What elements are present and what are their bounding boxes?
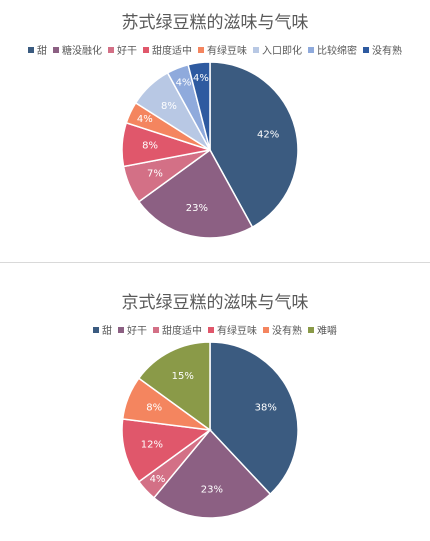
pie-slice [121,418,212,483]
legend-item: 难嚼 [308,322,337,337]
data-label: 23% [186,203,208,214]
legend-item: 甜 [28,42,47,57]
data-label: 4% [176,78,192,89]
legend-swatch [143,47,149,53]
data-label: 23% [201,484,223,495]
pie-slice [209,341,299,496]
legend-item: 甜度适中 [143,42,192,57]
legend-swatch [208,327,214,333]
legend-swatch [253,47,259,53]
panel-divider [0,262,430,263]
data-label: 8% [142,141,158,152]
pie-slice [152,428,272,519]
legend-swatch [118,327,124,333]
legend-label: 糖没融化 [62,46,102,57]
legend-label: 甜 [37,46,47,57]
legend-label: 好干 [117,46,137,57]
legend-swatch [28,47,34,53]
data-label: 8% [146,402,162,413]
legend-item: 有绿豆味 [198,42,247,57]
data-label: 12% [141,439,163,450]
legend-item: 有绿豆味 [208,322,257,337]
pie-slice [187,61,211,151]
legend-item: 好干 [118,322,147,337]
data-label: 4% [193,73,209,84]
chart-title: 苏式绿豆糕的滋味与气味 [121,13,309,33]
data-label: 4% [150,474,166,485]
legend-swatch [153,327,159,333]
legend-label: 甜度适中 [152,46,192,57]
chart-title: 京式绿豆糕的滋味与气味 [121,293,309,313]
legend-label: 没有熟 [372,46,402,57]
legend-label: 入口即化 [262,46,302,57]
legend-label: 没有熟 [272,326,302,337]
legend-swatch [263,327,269,333]
legend-label: 比较绵密 [317,46,357,57]
legend-label: 甜 [102,326,112,337]
pie-slice [137,341,211,432]
data-label: 15% [172,371,194,382]
legend-swatch [308,327,314,333]
legend-label: 甜度适中 [162,326,202,337]
legend-item: 比较绵密 [308,42,357,57]
chart-legend: 甜 糖没融化 好干 甜度适中 有绿豆味 入口即化 比较绵密 没有熟 [0,42,430,57]
chart-panel-su: 苏式绿豆糕的滋味与气味 甜 糖没融化 好干 甜度适中 有绿豆味 入口即化 比较绵密 没有熟 4… [0,0,430,262]
pie-slice [209,61,299,229]
pie-slice [137,148,254,239]
legend-swatch [198,47,204,53]
legend-item: 好干 [108,42,137,57]
data-label: 42% [257,130,279,141]
chart-legend: 甜 好干 甜度适中 有绿豆味 没有熟 难嚼 [0,322,430,337]
legend-item: 入口即化 [253,42,302,57]
legend-label: 有绿豆味 [217,326,257,337]
legend-item: 没有熟 [363,42,402,57]
legend-item: 没有熟 [263,322,302,337]
chart-panel-jing: 京式绿豆糕的滋味与气味 甜 好干 甜度适中 有绿豆味 没有熟 难嚼 38% 23% 4% 12%… [0,280,430,541]
legend-swatch [93,327,99,333]
legend-swatch [363,47,369,53]
data-label: 4% [137,114,153,125]
legend-item: 甜度适中 [153,322,202,337]
data-label: 38% [255,402,277,413]
legend-item: 糖没融化 [53,42,102,57]
legend-swatch [308,47,314,53]
pie-chart: 38% 23% 4% 12% 8% 15% [121,341,299,519]
data-label: 8% [161,101,177,112]
data-label: 7% [147,168,163,179]
legend-label: 难嚼 [317,326,337,337]
legend-label: 好干 [127,326,147,337]
legend-swatch [53,47,59,53]
legend-item: 甜 [93,322,112,337]
legend-label: 有绿豆味 [207,46,247,57]
pie-chart: 42%23%7%8%4%8%4% 4% [121,61,299,239]
legend-swatch [108,47,114,53]
